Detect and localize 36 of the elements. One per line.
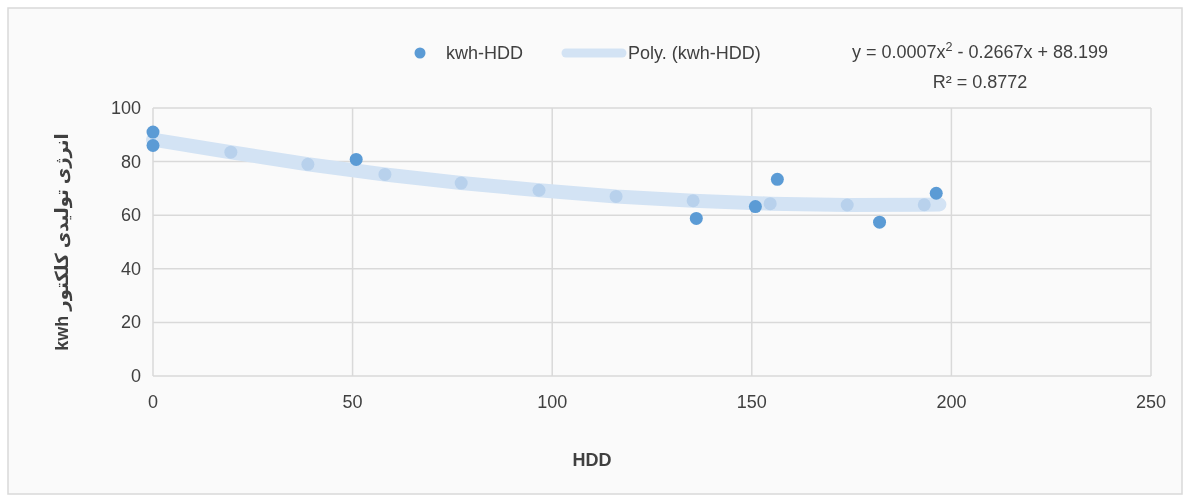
point — [917, 198, 931, 212]
x-tick-label: 200 — [936, 392, 967, 412]
point — [748, 200, 762, 214]
point — [224, 145, 238, 159]
point — [532, 183, 546, 197]
point — [378, 167, 392, 181]
point — [454, 176, 468, 190]
y-tick-label: 100 — [110, 98, 141, 118]
x-tick-label: 0 — [147, 392, 159, 412]
y-tick-label: 0 — [130, 366, 141, 386]
x-tick-label: 150 — [736, 392, 767, 412]
y-tick-label: 40 — [120, 258, 141, 279]
point — [873, 215, 887, 229]
point — [146, 139, 160, 153]
y-tick-label: 80 — [120, 151, 141, 172]
legend-label: Poly. (kwh-HDD) — [628, 43, 761, 63]
point — [146, 125, 160, 139]
x-tick-label: 100 — [537, 392, 568, 412]
y-tick-label: 20 — [120, 312, 141, 333]
point — [689, 211, 703, 225]
point — [301, 157, 315, 171]
text: R² = 0.8772 — [932, 72, 1028, 92]
x-tick-label: 50 — [342, 392, 363, 412]
point — [609, 189, 623, 203]
y-tick-label: 60 — [120, 205, 141, 226]
y-axis-title: انرژی تولیدی کلکتور kwh — [52, 133, 73, 351]
point — [349, 152, 363, 166]
legend-label: kwh-HDD — [446, 43, 524, 63]
x-axis-title: HDD — [572, 450, 612, 470]
point — [686, 194, 700, 208]
point — [763, 197, 777, 211]
point — [840, 198, 854, 212]
text: y = 0.0007x$^{2}$ - 0.2667x + 88.199 — [851, 40, 1109, 62]
x-tick-label: 250 — [1135, 392, 1167, 412]
point — [770, 172, 784, 186]
point — [929, 186, 943, 200]
